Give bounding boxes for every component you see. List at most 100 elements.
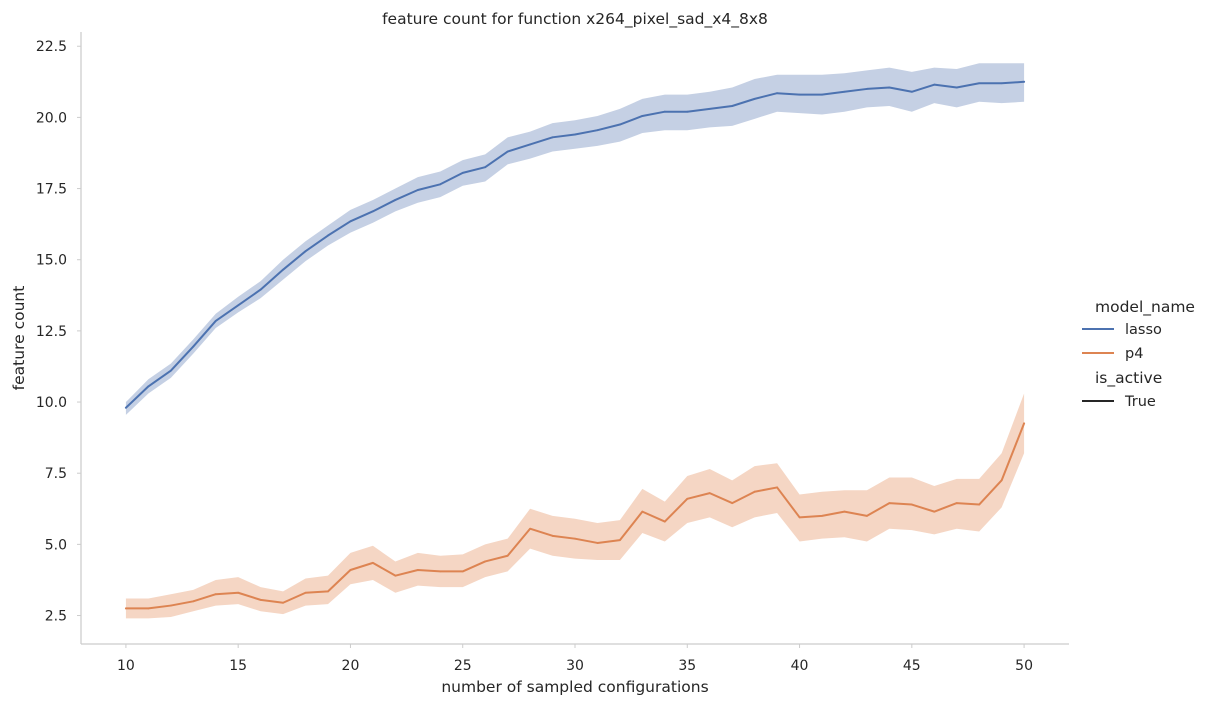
data-point-p4 bbox=[237, 591, 240, 594]
data-point-lasso bbox=[169, 369, 172, 372]
data-point-lasso bbox=[416, 189, 419, 191]
data-point-p4 bbox=[282, 601, 284, 604]
legend-style-title: is_active bbox=[1095, 369, 1162, 388]
data-point-p4 bbox=[821, 515, 823, 517]
data-point-p4 bbox=[147, 607, 150, 610]
data-point-lasso bbox=[686, 110, 689, 113]
data-point-p4 bbox=[731, 502, 734, 504]
y-tick-label: 15.0 bbox=[36, 253, 67, 269]
data-point-p4 bbox=[304, 591, 307, 594]
data-point-lasso bbox=[529, 143, 531, 146]
data-point-lasso bbox=[753, 97, 756, 100]
data-point-p4 bbox=[888, 502, 891, 504]
data-point-lasso bbox=[349, 220, 352, 223]
x-axis-ticks: 10 15 20 25 30 35 40 45 50 bbox=[117, 644, 1033, 674]
x-tick-label: 40 bbox=[791, 658, 809, 674]
data-point-lasso bbox=[888, 86, 891, 89]
data-point-lasso bbox=[731, 105, 734, 107]
x-tick-label: 25 bbox=[454, 658, 472, 674]
data-point-lasso bbox=[708, 107, 711, 110]
data-point-lasso bbox=[1023, 80, 1025, 83]
data-point-p4 bbox=[596, 542, 599, 544]
x-axis-label: number of sampled configurations bbox=[441, 678, 708, 696]
data-point-lasso bbox=[506, 150, 509, 153]
confidence-band-p4 bbox=[125, 393, 1025, 619]
x-tick-label: 15 bbox=[229, 658, 247, 674]
data-point-p4 bbox=[439, 570, 442, 573]
data-point-p4 bbox=[551, 534, 554, 537]
chart-title: feature count for function x264_pixel_sa… bbox=[382, 10, 768, 29]
x-tick-label: 35 bbox=[678, 658, 696, 674]
y-tick-label: 20.0 bbox=[36, 110, 67, 126]
data-point-p4 bbox=[708, 492, 711, 495]
data-point-p4 bbox=[192, 600, 195, 603]
data-point-p4 bbox=[259, 598, 262, 601]
data-point-lasso bbox=[798, 93, 801, 96]
x-tick-label: 50 bbox=[1015, 658, 1033, 674]
data-point-lasso bbox=[663, 110, 666, 113]
y-tick-label: 17.5 bbox=[36, 182, 67, 198]
data-point-p4 bbox=[1023, 422, 1025, 425]
data-point-lasso bbox=[394, 199, 397, 201]
x-tick-label: 20 bbox=[342, 658, 360, 674]
data-point-lasso bbox=[147, 385, 150, 388]
y-tick-label: 5.0 bbox=[45, 537, 67, 553]
data-point-p4 bbox=[169, 604, 172, 607]
y-axis-ticks: 2.5 5.0 7.5 10.0 12.5 15.0 17.5 20.0 22.5 bbox=[36, 39, 81, 625]
x-tick-label: 10 bbox=[117, 658, 135, 674]
data-point-p4 bbox=[753, 490, 756, 493]
data-point-p4 bbox=[619, 539, 621, 541]
y-tick-label: 10.0 bbox=[36, 395, 67, 411]
data-point-lasso bbox=[327, 234, 329, 237]
data-point-lasso bbox=[641, 115, 644, 117]
y-tick-label: 7.5 bbox=[45, 466, 67, 482]
y-tick-label: 12.5 bbox=[36, 324, 67, 340]
x-tick-label: 30 bbox=[566, 658, 584, 674]
legend-label-p4: p4 bbox=[1125, 346, 1143, 362]
data-point-p4 bbox=[125, 607, 127, 610]
data-point-lasso bbox=[574, 133, 576, 136]
data-point-lasso bbox=[282, 268, 284, 271]
data-point-lasso bbox=[461, 172, 464, 174]
data-point-p4 bbox=[866, 515, 868, 517]
data-point-p4 bbox=[327, 590, 329, 593]
data-point-p4 bbox=[529, 527, 531, 530]
data-point-p4 bbox=[641, 510, 644, 513]
data-point-p4 bbox=[663, 520, 666, 523]
data-point-lasso bbox=[304, 250, 307, 253]
data-point-lasso bbox=[259, 288, 262, 291]
y-axis-label: feature count bbox=[10, 286, 28, 391]
data-point-p4 bbox=[686, 497, 689, 500]
data-point-p4 bbox=[214, 593, 217, 596]
y-tick-label: 2.5 bbox=[45, 609, 67, 625]
confidence-bands bbox=[125, 63, 1025, 619]
data-point-lasso bbox=[619, 123, 621, 126]
data-point-p4 bbox=[574, 537, 576, 540]
legend: model_name lasso p4 is_active True bbox=[1082, 298, 1195, 410]
data-point-p4 bbox=[349, 569, 352, 571]
data-point-p4 bbox=[484, 560, 487, 563]
series-lines bbox=[124, 80, 1026, 610]
data-point-lasso bbox=[372, 210, 374, 213]
data-points-lasso bbox=[125, 80, 1025, 409]
data-point-lasso bbox=[866, 88, 868, 90]
data-points-p4 bbox=[125, 422, 1025, 610]
data-point-p4 bbox=[798, 516, 801, 519]
data-point-lasso bbox=[484, 166, 487, 169]
data-point-p4 bbox=[461, 570, 464, 573]
data-point-lasso bbox=[596, 129, 599, 132]
data-point-lasso bbox=[237, 304, 240, 307]
data-point-lasso bbox=[776, 92, 778, 95]
data-point-lasso bbox=[214, 320, 217, 322]
data-point-p4 bbox=[506, 554, 509, 557]
data-point-p4 bbox=[955, 502, 958, 504]
data-point-lasso bbox=[978, 82, 981, 85]
data-point-p4 bbox=[1000, 479, 1003, 482]
data-point-p4 bbox=[776, 486, 778, 489]
legend-hue-title: model_name bbox=[1095, 298, 1195, 317]
data-point-lasso bbox=[439, 183, 442, 186]
data-point-lasso bbox=[933, 83, 936, 86]
data-point-p4 bbox=[394, 574, 397, 577]
data-point-lasso bbox=[821, 93, 823, 96]
